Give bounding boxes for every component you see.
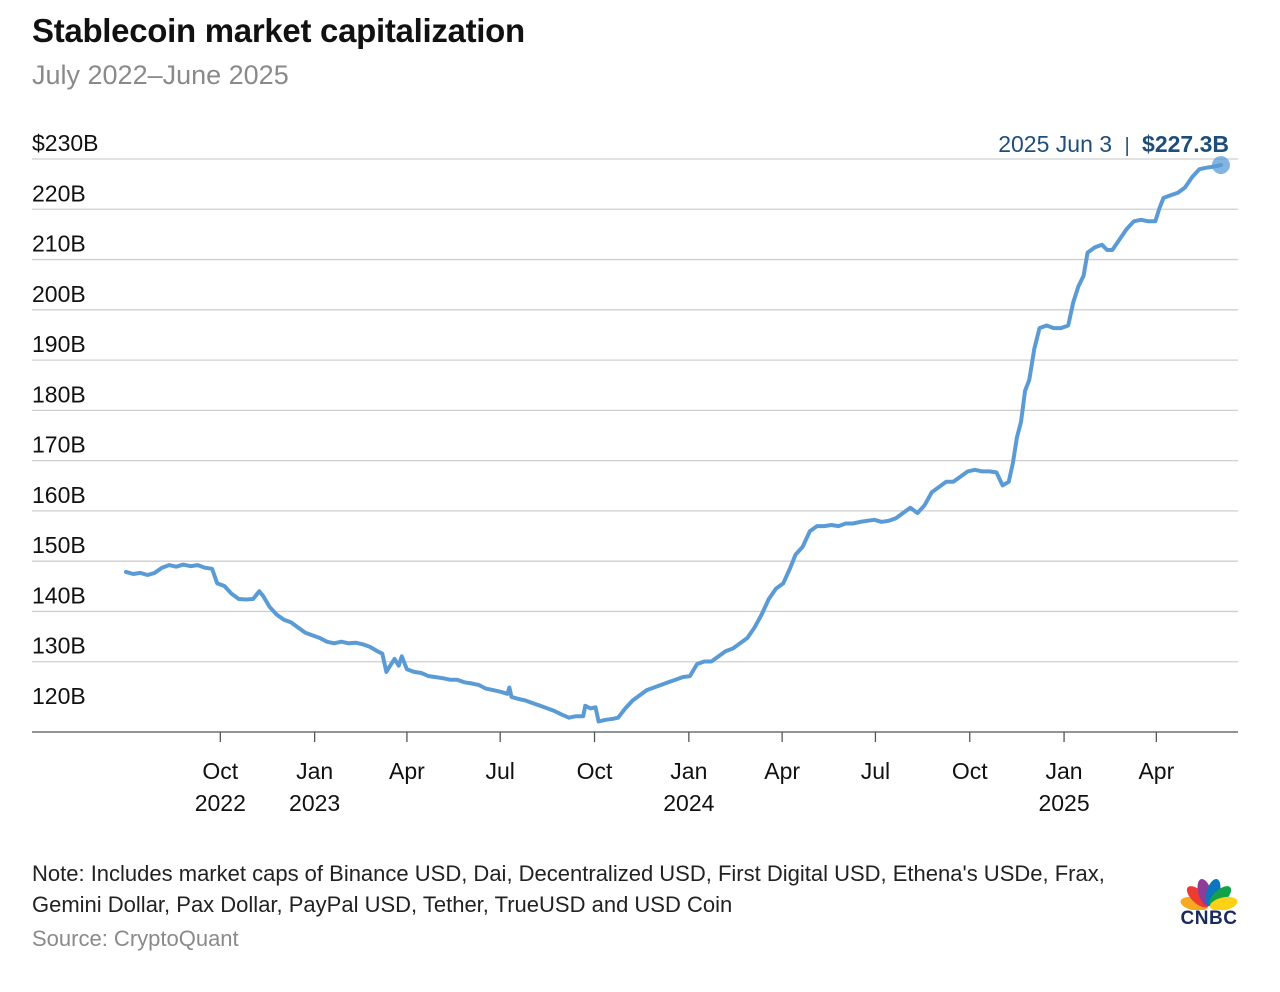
peacock-icon: [1180, 879, 1238, 911]
x-axis: Oct 2022 Jan 2023 Apr Jul Oct Jan 2024 Apr Jul Oct J…: [32, 731, 1238, 816]
chart-subtitle: July 2022–June 2025: [32, 60, 289, 90]
x-tick-label: Jul: [861, 758, 890, 784]
y-tick-label: 150B: [32, 532, 86, 558]
latest-value-callout: 2025 Jun 3 | $227.3B: [998, 131, 1229, 157]
y-tick-label: 120B: [32, 683, 86, 709]
y-tick-label: 200B: [32, 281, 86, 307]
y-tick-label: $230B: [32, 130, 99, 156]
chart-title: Stablecoin market capitalization: [32, 12, 525, 49]
x-tick-year-label: 2023: [289, 790, 340, 816]
x-tick-label: Jan: [1046, 758, 1083, 784]
callout-separator: |: [1124, 135, 1129, 157]
cnbc-logo-text: CNBC: [1180, 908, 1238, 929]
x-tick-year-label: 2022: [195, 790, 246, 816]
callout-value: $227.3B: [1142, 131, 1229, 157]
y-axis-tick-labels: 120B 130B 140B 150B 160B 170B 180B 190B 200B 210B…: [32, 130, 99, 709]
y-tick-label: 190B: [32, 331, 86, 357]
y-tick-label: 210B: [32, 231, 86, 257]
x-tick-label: Apr: [1138, 758, 1174, 784]
x-tick-label: Jan: [670, 758, 707, 784]
y-tick-label: 140B: [32, 582, 86, 608]
peacock-feather: [1209, 896, 1238, 911]
x-tick-label: Oct: [577, 758, 613, 784]
x-tick-year-label: 2024: [663, 790, 714, 816]
y-tick-label: 170B: [32, 432, 86, 458]
series-line-market-cap: [124, 163, 1223, 724]
x-tick-label: Apr: [389, 758, 425, 784]
x-tick-label: Apr: [764, 758, 800, 784]
x-tick-year-label: 2025: [1038, 790, 1089, 816]
gridlines: [32, 158, 1238, 663]
y-tick-label: 220B: [32, 180, 86, 206]
x-tick-label: Jul: [485, 758, 514, 784]
callout-date: 2025 Jun 3: [998, 131, 1112, 157]
chart-source: Source: CryptoQuant: [32, 926, 239, 951]
y-tick-label: 130B: [32, 633, 86, 659]
latest-value-marker: [1211, 156, 1230, 175]
chart-note: Note: Includes market caps of Binance US…: [32, 861, 1105, 917]
y-tick-label: 180B: [32, 381, 86, 407]
x-tick-label: Oct: [202, 758, 238, 784]
y-tick-label: 160B: [32, 482, 86, 508]
x-tick-label: Oct: [952, 758, 988, 784]
cnbc-logo: CNBC: [1174, 876, 1244, 930]
x-tick-label: Jan: [296, 758, 333, 784]
